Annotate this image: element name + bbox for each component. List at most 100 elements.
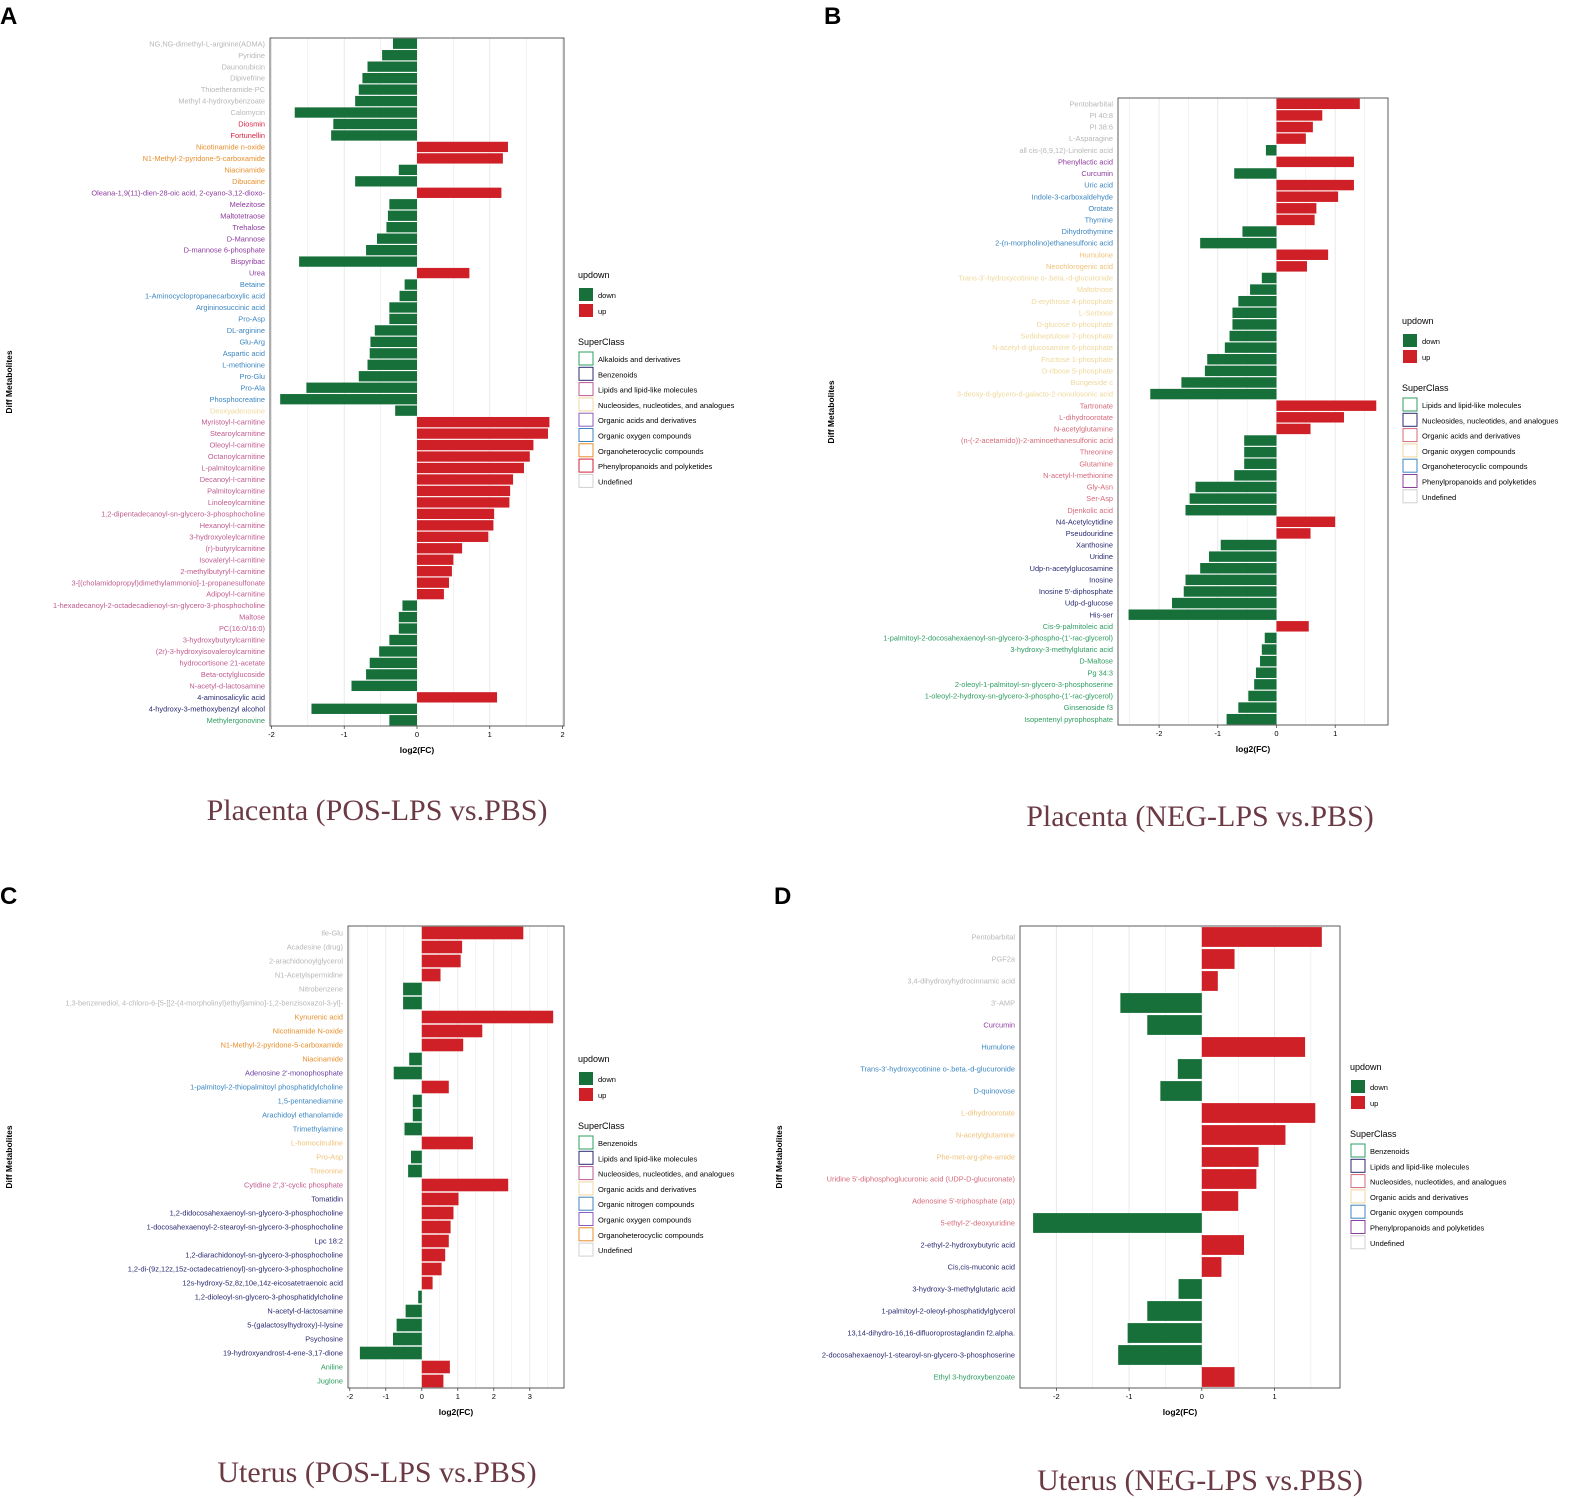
bar	[417, 588, 444, 600]
metabolite-label: 4-aminosalicylic acid	[197, 693, 265, 702]
legend-label-class: Organic nitrogen compounds	[598, 1200, 695, 1209]
metabolite-label: Daunorubicin	[221, 62, 265, 71]
metabolite-label: Humulone	[1079, 250, 1113, 259]
bar	[1201, 1147, 1259, 1167]
bar	[398, 164, 417, 176]
bar	[358, 84, 417, 95]
metabolite-label: Stearoylcarnitine	[210, 429, 265, 438]
legend-label-class: Organic acids and derivatives	[1370, 1193, 1469, 1202]
metabolite-label: Trehalose	[232, 223, 265, 232]
tick-label: 1	[488, 730, 492, 739]
bar	[358, 371, 417, 382]
bar	[1201, 971, 1218, 991]
bar	[1276, 98, 1360, 110]
bar	[417, 531, 489, 542]
bar	[417, 577, 450, 588]
bar	[1276, 400, 1377, 411]
metabolite-label: Glu-Arg	[240, 337, 265, 346]
legend: updown down up SuperClass Benzenoids Lipids a…	[1350, 1062, 1507, 1250]
bar	[1200, 563, 1277, 574]
legend-swatch-down	[579, 288, 593, 301]
panel-letter: D	[774, 883, 791, 910]
legend-swatch-class	[1350, 1204, 1366, 1219]
bar	[1276, 133, 1306, 144]
tick-label: 2	[560, 730, 564, 739]
metabolite-label: Humulone	[981, 1043, 1015, 1052]
metabolite-label: Glutamine	[1079, 459, 1113, 468]
tick-label: -1	[382, 1392, 389, 1401]
bar	[412, 1094, 422, 1108]
bar	[1229, 330, 1277, 342]
metabolite-label: Trans-3'-hydroxycotinine o-.beta.-d-gluc…	[860, 1065, 1015, 1074]
bar	[331, 130, 417, 141]
legend-swatch-class	[1350, 1220, 1366, 1234]
legend-swatch-down	[579, 1072, 593, 1085]
metabolite-label: Nitrobenzene	[299, 985, 343, 994]
y-axis-title: Diff Metabolites	[774, 1125, 784, 1189]
metabolite-label: Dipivefrine	[230, 74, 265, 83]
metabolite-label: Aniline	[321, 1363, 343, 1372]
metabolite-label: 3'-AMP	[991, 999, 1015, 1008]
metabolite-label: (r)-butyrylcarnitine	[205, 544, 265, 553]
metabolite-label: L-Asparagine	[1069, 134, 1113, 143]
bar	[1147, 1015, 1202, 1035]
panel-letter: C	[0, 883, 17, 910]
bar	[366, 244, 417, 256]
legend-swatch-class	[578, 428, 594, 442]
bar	[417, 520, 494, 531]
bar	[395, 405, 417, 416]
legend-label-class: Benzenoids	[598, 370, 637, 379]
bar	[421, 1192, 459, 1206]
metabolite-label: 2-methylbutyryl-l-carnitine	[180, 567, 265, 576]
bar	[280, 394, 417, 405]
x-axis-title: log2(FC)	[1236, 744, 1271, 754]
metabolite-label: Uridine 5'-diphosphoglucuronic acid (UDP…	[827, 1175, 1015, 1184]
panel-c: C Ile-Glu Acadesine (drug) 2-arachidonoylgl…	[0, 883, 735, 1489]
tick-label: 1	[456, 1392, 460, 1401]
y-axis-title: Diff Metabolites	[826, 380, 836, 444]
tick-label: 1	[1272, 1392, 1276, 1401]
bar	[421, 968, 441, 982]
metabolite-label: 1,5-pentanediamine	[278, 1097, 343, 1106]
legend-swatch-class	[578, 397, 594, 412]
metabolite-label: Tartronate	[1080, 401, 1113, 410]
bar	[421, 926, 524, 940]
bar	[1160, 1081, 1202, 1101]
bar	[1183, 586, 1277, 597]
legend-label-class: Organic acids and derivatives	[598, 416, 697, 425]
metabolite-label: Acadesine (drug)	[287, 943, 343, 952]
bar	[421, 1360, 450, 1374]
bar	[1128, 609, 1277, 620]
metabolite-label: 1,2-dioleoyl-sn-glycero-3-phosphatidylch…	[195, 1293, 343, 1302]
legend-title-superclass: SuperClass	[1350, 1129, 1397, 1139]
legend-label-class: Undefined	[598, 1246, 632, 1255]
legend-title-superclass: SuperClass	[578, 337, 625, 347]
metabolite-label: 1-oleoyl-2-hydroxy-sn-glycero-3-phospho-…	[925, 692, 1113, 701]
plot-frame	[1019, 925, 1341, 1389]
tick-label: -2	[1156, 729, 1163, 738]
metabolite-label: Arachidoyl ethanolamide	[262, 1111, 343, 1120]
bar	[355, 176, 417, 187]
metabolite-label: Methyl 4-hydroxybenzoate	[178, 97, 265, 106]
legend-label-class: Organic acids and derivatives	[598, 1185, 697, 1194]
metabolite-label: 1-hexadecanoyl-2-octadecadienoyl-sn-glyc…	[53, 601, 265, 610]
bar	[387, 210, 417, 221]
tick-label: -2	[1053, 1392, 1060, 1401]
bar	[1201, 1103, 1316, 1123]
metabolite-label: 3,4-dihydroxyhydrocinnamic acid	[907, 977, 1015, 986]
bar	[1189, 493, 1277, 504]
bar	[1276, 412, 1344, 423]
metabolite-label: Niacinamide	[224, 165, 265, 174]
bar	[379, 646, 417, 657]
metabolite-label: 5-(galactosylhydroxy)-l-lysine	[247, 1321, 343, 1330]
metabolite-label: DL-arginine	[227, 326, 265, 335]
tick-label: -1	[1214, 729, 1221, 738]
metabolite-label: Ile-Glu	[321, 929, 343, 938]
metabolite-label: Fructose 1-phosphate	[1041, 355, 1113, 364]
bar	[1204, 365, 1277, 377]
legend-swatch-class	[578, 412, 594, 427]
legend-swatch-class	[1402, 489, 1418, 504]
bar	[1238, 702, 1277, 713]
plot-frame	[1117, 97, 1389, 726]
